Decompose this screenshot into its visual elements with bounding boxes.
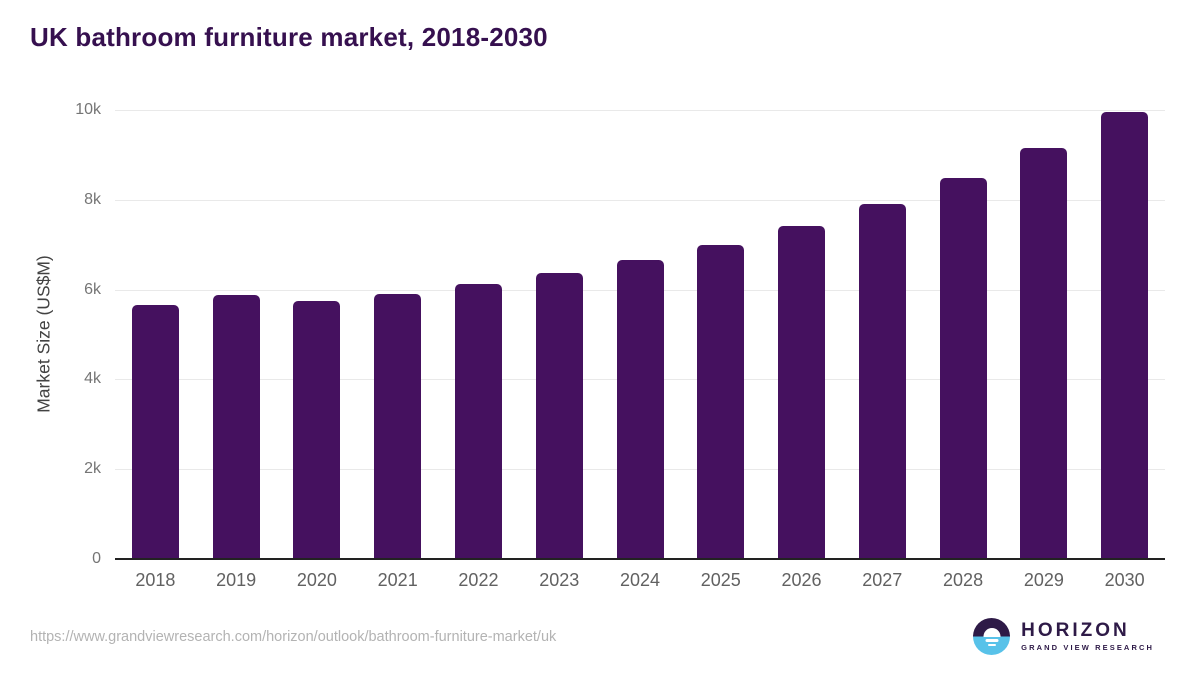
bar-2029 <box>1020 147 1068 559</box>
x-tick-label: 2028 <box>943 570 984 590</box>
gridline-10k <box>115 110 1165 111</box>
x-axis-line <box>115 558 1165 560</box>
bar-2030 <box>1101 112 1149 559</box>
x-tick-label: 2021 <box>377 570 418 590</box>
bar-2026 <box>778 226 826 559</box>
sun-reflection-line <box>985 639 999 642</box>
source-url: https://www.grandviewresearch.com/horizo… <box>30 629 557 645</box>
bar-2021 <box>374 293 422 559</box>
x-tick-label: 2020 <box>296 570 337 590</box>
y-axis-title: Market Size (US$M) <box>33 255 54 413</box>
y-tick-label: 10k <box>75 101 101 118</box>
horizon-logo: HORIZON GRAND VIEW RESEARCH <box>973 618 1154 655</box>
bar-2023 <box>535 272 583 559</box>
x-tick-label: 2024 <box>619 570 661 590</box>
bar-2020 <box>293 301 341 559</box>
logo-sub-brand: GRAND VIEW RESEARCH <box>1021 643 1154 652</box>
sun-shape <box>983 628 1001 637</box>
bar-2022 <box>454 284 502 559</box>
bar-2019 <box>212 294 260 559</box>
y-tick-label: 6k <box>84 280 101 298</box>
x-tick-label: 2019 <box>216 570 257 590</box>
bar-2018 <box>131 305 179 559</box>
y-tick-label: 2k <box>84 460 101 478</box>
bar-2027 <box>858 204 906 559</box>
y-tick-label: 0 <box>92 550 101 567</box>
x-tick-label: 2027 <box>862 570 903 590</box>
x-tick-label: 2018 <box>135 570 176 590</box>
y-tick-label: 4k <box>84 370 101 388</box>
page-title: UK bathroom furniture market, 2018-2030 <box>30 22 548 52</box>
bar-2025 <box>697 244 745 559</box>
bar-2024 <box>616 259 664 559</box>
x-tick-label: 2030 <box>1104 570 1145 590</box>
bar-2028 <box>939 178 987 559</box>
x-tick-label: 2029 <box>1023 570 1064 590</box>
x-tick-label: 2022 <box>458 570 499 590</box>
x-tick-label: 2026 <box>781 570 822 590</box>
gridline-8k <box>115 199 1165 201</box>
x-tick-label: 2025 <box>700 570 741 590</box>
logo-text: HORIZON GRAND VIEW RESEARCH <box>1021 621 1154 652</box>
logo-brand-name: HORIZON <box>1021 620 1130 641</box>
x-tick-label: 2023 <box>539 570 580 590</box>
horizon-sunset-icon <box>973 618 1011 655</box>
y-tick-label: 8k <box>84 190 101 208</box>
bar-chart-plot-area: 0 2k 4k 6k 8k 10k 2018 2019 2020 2021 2022 2023 2024… <box>75 101 1165 590</box>
sun-reflection-line <box>987 644 996 646</box>
